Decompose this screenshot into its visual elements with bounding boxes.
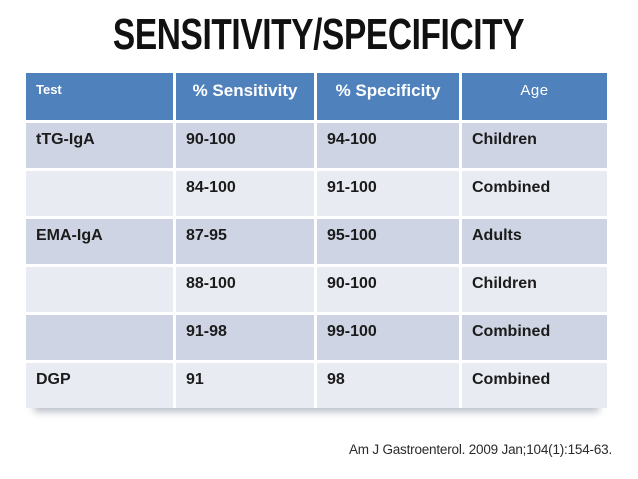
citation: Am J Gastroenterol. 2009 Jan;104(1):154-… (348, 442, 612, 457)
table-cell-test: EMA-IgA (26, 219, 173, 264)
table-cell-test (26, 267, 173, 312)
column-header-sensitivity: % Sensitivity (176, 73, 314, 120)
table-cell-test (26, 315, 173, 360)
table-cell-specificity: 98 (317, 363, 459, 408)
slide-title-text: SENSITIVITY/SPECIFICITY (113, 10, 525, 59)
table-cell-sensitivity: 88-100 (176, 267, 314, 312)
table-cell-specificity: 94-100 (317, 123, 459, 168)
table-cell-sensitivity: 87-95 (176, 219, 314, 264)
table-cell-test (26, 171, 173, 216)
column-header-age: Age (462, 73, 607, 120)
table-cell-sensitivity: 84-100 (176, 171, 314, 216)
table-cell-age: Children (462, 123, 607, 168)
table-cell-specificity: 90-100 (317, 267, 459, 312)
table-cell-age: Adults (462, 219, 607, 264)
slide-title: SENSITIVITY/SPECIFICITY (0, 13, 638, 57)
table-cell-specificity: 91-100 (317, 171, 459, 216)
table-cell-age: Combined (462, 315, 607, 360)
table-cell-test: DGP (26, 363, 173, 408)
table-cell-specificity: 99-100 (317, 315, 459, 360)
table-cell-age: Children (462, 267, 607, 312)
table-cell-age: Combined (462, 171, 607, 216)
table-cell-age: Combined (462, 363, 607, 408)
table-cell-specificity: 95-100 (317, 219, 459, 264)
table-cell-sensitivity: 90-100 (176, 123, 314, 168)
column-header-test: Test (26, 73, 173, 120)
table-cell-sensitivity: 91 (176, 363, 314, 408)
column-header-specificity: % Specificity (317, 73, 459, 120)
table-cell-sensitivity: 91-98 (176, 315, 314, 360)
table-cell-test: tTG-IgA (26, 123, 173, 168)
sensitivity-specificity-table: Test % Sensitivity % Specificity Age tTG… (26, 73, 607, 408)
